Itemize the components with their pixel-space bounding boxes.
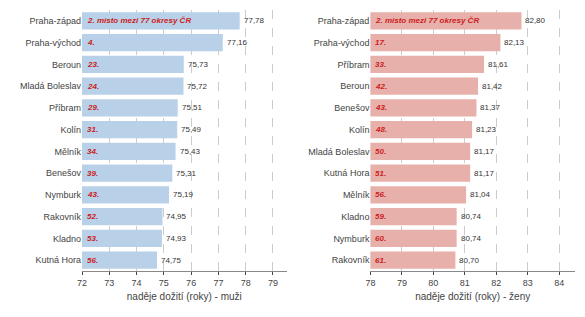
- svg-text:80,74: 80,74: [461, 234, 482, 243]
- svg-text:34.: 34.: [87, 147, 98, 156]
- svg-text:Praha-západ: Praha-západ: [29, 16, 81, 26]
- svg-text:Mělník: Mělník: [54, 147, 81, 157]
- svg-text:Kladno: Kladno: [53, 234, 81, 244]
- svg-text:Praha-západ: Praha-západ: [318, 16, 370, 26]
- svg-text:Mladá Boleslav: Mladá Boleslav: [20, 81, 82, 91]
- svg-text:29.: 29.: [87, 103, 99, 112]
- svg-text:75: 75: [159, 278, 169, 288]
- svg-text:74,75: 74,75: [161, 256, 182, 265]
- svg-text:74,93: 74,93: [166, 234, 187, 243]
- svg-text:53.: 53.: [87, 234, 98, 243]
- svg-text:80,70: 80,70: [459, 256, 480, 265]
- svg-text:80: 80: [428, 278, 438, 288]
- svg-text:4.: 4.: [87, 38, 95, 47]
- svg-text:81,23: 81,23: [476, 125, 497, 134]
- svg-text:Příbram: Příbram: [337, 60, 369, 70]
- svg-text:2. místo mezi 77 okresy ČR: 2. místo mezi 77 okresy ČR: [87, 16, 191, 25]
- svg-text:75,43: 75,43: [180, 147, 201, 156]
- svg-text:Beroun: Beroun: [52, 60, 81, 70]
- svg-text:Praha-východ: Praha-východ: [25, 38, 81, 48]
- svg-text:75,73: 75,73: [188, 60, 209, 69]
- svg-text:Kladno: Kladno: [341, 212, 369, 222]
- svg-text:56.: 56.: [87, 256, 98, 265]
- svg-text:Kolín: Kolín: [349, 125, 370, 135]
- svg-text:Praha-východ: Praha-východ: [314, 38, 370, 48]
- svg-text:naděje dožití (roky) - ženy: naděje dožití (roky) - ženy: [415, 291, 530, 302]
- svg-text:Benešov: Benešov: [334, 103, 370, 113]
- svg-text:48.: 48.: [375, 125, 387, 134]
- svg-text:83: 83: [523, 278, 533, 288]
- svg-text:43.: 43.: [375, 103, 387, 112]
- svg-text:82: 82: [491, 278, 501, 288]
- svg-text:61.: 61.: [375, 256, 386, 265]
- svg-text:81,42: 81,42: [482, 82, 503, 91]
- svg-text:33.: 33.: [375, 60, 386, 69]
- svg-text:77,16: 77,16: [227, 38, 248, 47]
- svg-text:Kutná Hora: Kutná Hora: [324, 168, 370, 178]
- svg-text:43.: 43.: [87, 190, 99, 199]
- svg-text:60.: 60.: [375, 234, 386, 243]
- svg-text:77,78: 77,78: [244, 16, 265, 25]
- svg-text:42.: 42.: [375, 82, 387, 91]
- svg-text:76: 76: [186, 278, 196, 288]
- svg-text:Kutná Hora: Kutná Hora: [35, 255, 81, 265]
- svg-text:81,17: 81,17: [474, 169, 495, 178]
- svg-text:naděje dožití (roky) - muži: naděje dožití (roky) - muži: [127, 291, 242, 302]
- svg-text:81,04: 81,04: [470, 190, 491, 199]
- svg-text:51.: 51.: [375, 169, 386, 178]
- svg-text:78: 78: [241, 278, 251, 288]
- svg-text:77: 77: [213, 278, 223, 288]
- svg-text:Nymburk: Nymburk: [333, 234, 370, 244]
- svg-text:17.: 17.: [375, 38, 386, 47]
- svg-text:81,61: 81,61: [488, 60, 509, 69]
- svg-text:74: 74: [132, 278, 142, 288]
- svg-text:Beroun: Beroun: [340, 81, 369, 91]
- svg-text:Mělník: Mělník: [343, 190, 370, 200]
- svg-text:23.: 23.: [87, 60, 99, 69]
- svg-text:39.: 39.: [87, 169, 98, 178]
- svg-text:Benešov: Benešov: [46, 168, 82, 178]
- svg-text:84: 84: [554, 278, 564, 288]
- svg-text:2. místo mezi 77 okresy ČR: 2. místo mezi 77 okresy ČR: [375, 16, 479, 25]
- svg-text:Rakovník: Rakovník: [43, 212, 81, 222]
- svg-text:31.: 31.: [87, 125, 98, 134]
- svg-text:81: 81: [460, 278, 470, 288]
- svg-text:81,17: 81,17: [474, 147, 495, 156]
- svg-text:75,51: 75,51: [182, 103, 203, 112]
- svg-text:75,49: 75,49: [181, 125, 202, 134]
- svg-text:80,74: 80,74: [461, 212, 482, 221]
- svg-text:56.: 56.: [375, 190, 386, 199]
- svg-text:52.: 52.: [87, 212, 98, 221]
- svg-text:72: 72: [77, 278, 87, 288]
- svg-text:50.: 50.: [375, 147, 386, 156]
- svg-text:75,31: 75,31: [176, 169, 197, 178]
- svg-text:79: 79: [268, 278, 278, 288]
- svg-text:Rakovník: Rakovník: [332, 255, 370, 265]
- svg-text:73: 73: [104, 278, 114, 288]
- svg-text:Kolín: Kolín: [60, 125, 81, 135]
- svg-text:Nymburk: Nymburk: [45, 190, 82, 200]
- svg-text:82,13: 82,13: [504, 38, 525, 47]
- svg-text:74,95: 74,95: [166, 212, 187, 221]
- svg-text:Mladá Boleslav: Mladá Boleslav: [308, 147, 370, 157]
- svg-text:59.: 59.: [375, 212, 386, 221]
- svg-text:24.: 24.: [87, 82, 99, 91]
- svg-text:75,72: 75,72: [187, 82, 208, 91]
- svg-text:78: 78: [365, 278, 375, 288]
- svg-text:81,37: 81,37: [480, 103, 501, 112]
- svg-text:82,80: 82,80: [525, 16, 546, 25]
- svg-text:75,19: 75,19: [173, 190, 194, 199]
- svg-text:79: 79: [397, 278, 407, 288]
- svg-text:Příbram: Příbram: [49, 103, 81, 113]
